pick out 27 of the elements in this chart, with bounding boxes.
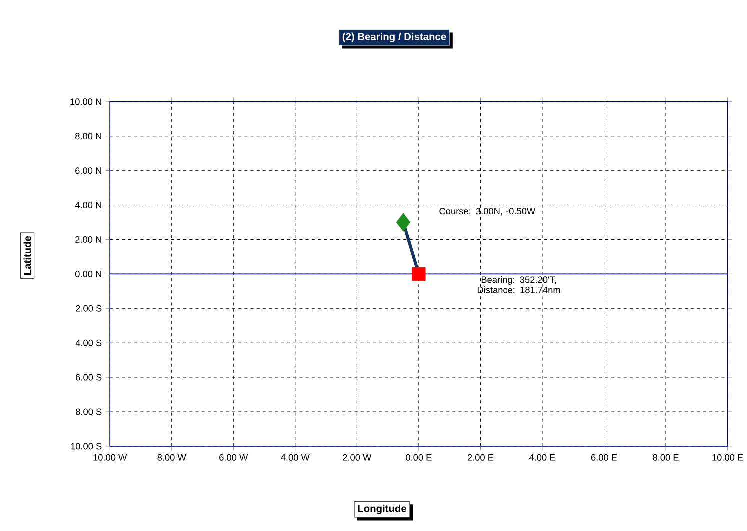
annotation: Bearing: 352.20'T, Distance: 181.74nm [478, 276, 560, 294]
chart-title: (2) Bearing / Distance [342, 32, 446, 42]
y-tick-label: 0.00 N [75, 270, 102, 278]
y-tick-label: 10.00 N [70, 98, 102, 106]
x-tick-label: 4.00 E [529, 454, 556, 461]
annotation: Course: 3.00N, -0.50W [440, 208, 536, 216]
x-tick-label: 2.00 W [343, 454, 372, 461]
y-tick-label: 4.00 S [76, 340, 102, 346]
x-tick-label: 0.00 E [406, 454, 432, 461]
x-tick-label: 10.00 E [712, 454, 744, 461]
y-tick-label: 6.00 N [76, 168, 102, 174]
y-tick-label: 2.00 N [76, 236, 102, 243]
x-tick-label: 2.00 E [468, 454, 494, 461]
x-tick-label: 4.00 W [281, 454, 310, 461]
y-tick-label: 8.00 S [76, 408, 102, 416]
x-tick-label: 8.00 E [653, 454, 679, 461]
x-tick-label: 6.00 W [220, 454, 248, 461]
y-tick-label: 2.00 S [76, 305, 102, 312]
x-tick-label: 10.00 W [94, 454, 128, 461]
y-tick-label: 8.00 N [76, 133, 102, 140]
y-tick-label: 10.00 S [71, 443, 102, 450]
x-tick-label: 8.00 W [158, 454, 186, 461]
x-tick-label: 6.00 E [591, 454, 618, 461]
y-tick-label: 4.00 N [75, 202, 102, 209]
y-axis-title: Latitude [24, 236, 32, 275]
x-axis-title: Longitude [358, 504, 407, 514]
y-tick-label: 6.00 S [76, 374, 102, 381]
